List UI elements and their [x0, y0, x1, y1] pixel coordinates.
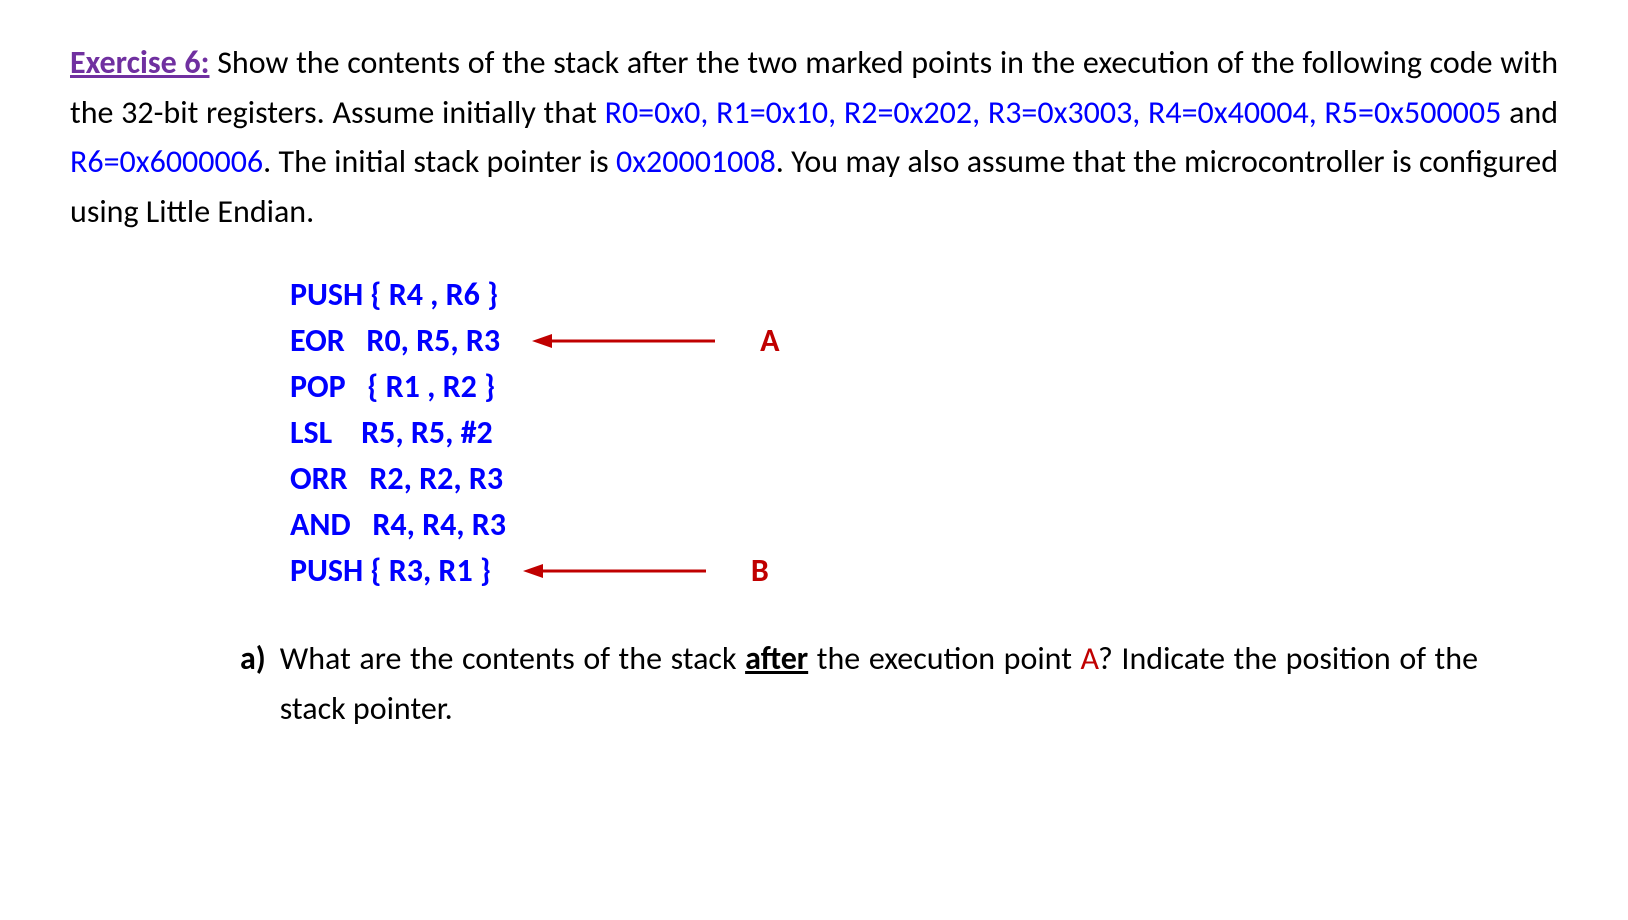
registers-text: R0=0x0, R1=0x10, R2=0x202, R3=0x3003, R4… — [605, 93, 1502, 132]
question-a: a) What are the contents of the stack af… — [240, 634, 1478, 733]
question-label: a) — [240, 634, 266, 733]
code-block: PUSH { R4 , R6 }EOR R0, R5, R3 A POP { R1 … — [290, 272, 1558, 594]
code-line: POP { R1 , R2 } — [290, 364, 1558, 410]
code-instruction: PUSH { R3, R1 } — [290, 548, 491, 594]
r6-text: R6=0x6000006 — [70, 142, 263, 181]
arrow-container: A — [530, 318, 779, 364]
code-line: PUSH { R3, R1 } B — [290, 548, 1558, 594]
code-instruction: AND R4, R4, R3 — [290, 502, 506, 548]
sp-intro: . The initial stack pointer is — [263, 142, 616, 181]
arrow-left-icon — [521, 561, 711, 581]
question-text: What are the contents of the stack after… — [280, 634, 1478, 733]
code-line: AND R4, R4, R3 — [290, 502, 1558, 548]
code-instruction: ORR R2, R2, R3 — [290, 456, 503, 502]
arrow-left-icon — [530, 331, 720, 351]
execution-point-marker: B — [751, 548, 769, 594]
q-point: A — [1081, 639, 1098, 678]
execution-point-marker: A — [760, 318, 779, 364]
code-line: EOR R0, R5, R3 A — [290, 318, 1558, 364]
code-instruction: LSL R5, R5, #2 — [290, 410, 493, 456]
arrow-container: B — [521, 548, 769, 594]
q-after: after — [745, 639, 808, 678]
code-instruction: PUSH { R4 , R6 } — [290, 272, 498, 318]
code-line: LSL R5, R5, #2 — [290, 410, 1558, 456]
exercise-label: Exercise 6: — [70, 43, 209, 82]
exercise-paragraph: Exercise 6: Show the contents of the sta… — [70, 38, 1558, 236]
q-text-1: What are the contents of the stack — [280, 639, 745, 678]
code-instruction: EOR R0, R5, R3 — [290, 318, 500, 364]
and-text: and — [1501, 93, 1558, 132]
code-line: PUSH { R4 , R6 } — [290, 272, 1558, 318]
code-line: ORR R2, R2, R3 — [290, 456, 1558, 502]
sp-value: 0x20001008 — [616, 142, 776, 181]
q-text-2: the execution point — [808, 639, 1080, 678]
code-instruction: POP { R1 , R2 } — [290, 364, 495, 410]
